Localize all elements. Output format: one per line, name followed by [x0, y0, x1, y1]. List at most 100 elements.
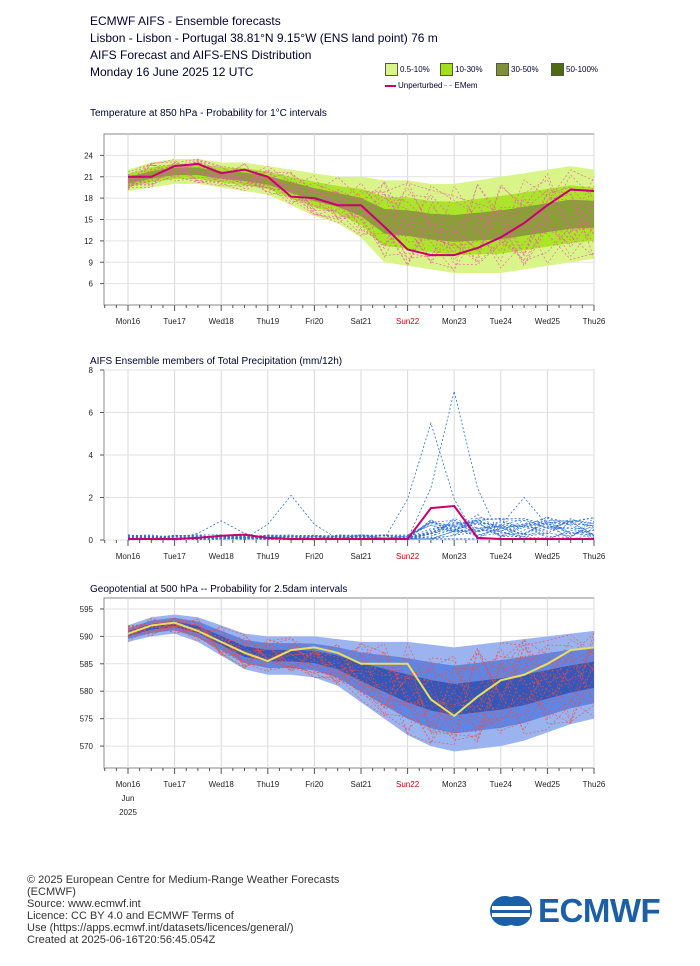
ensemble-member-line [127, 617, 595, 735]
x-tick-label: Mon16 [116, 552, 141, 561]
ensemble-member-line [127, 618, 595, 731]
header-line2: Lisbon - Lisbon - Portugal 38.81°N 9.15°… [90, 31, 438, 45]
ensemble-member-line [127, 160, 595, 265]
ensemble-member-line [127, 169, 595, 267]
header-line1: ECMWF AIFS - Ensemble forecasts [90, 14, 281, 28]
x-tick-label: Wed18 [209, 780, 235, 789]
legend-label: 10-30% [455, 65, 483, 74]
footer-created: Created at 2025-06-16T20:56:45.054Z [27, 934, 216, 946]
legend-item-1: 10-30% [440, 63, 483, 76]
legend-swatch [385, 63, 398, 76]
y-tick-label: 580 [80, 687, 94, 696]
footer-source: Source: www.ecmwf.int [27, 898, 141, 910]
header-line4: Monday 16 June 2025 12 UTC [90, 65, 254, 79]
legend-swatch [496, 63, 509, 76]
legend-swatch [551, 63, 564, 76]
ensemble-member-line [127, 159, 595, 259]
ensemble-member-line [127, 626, 595, 709]
precip-chart-title: AIFS Ensemble members of Total Precipita… [90, 356, 343, 367]
x-month-label: Jun [122, 794, 135, 803]
x-tick-label: Sun22 [396, 780, 420, 789]
legend-swatch [440, 63, 453, 76]
footer-copyright: © 2025 European Centre for Medium-Range … [27, 874, 340, 886]
y-tick-label: 12 [84, 237, 93, 246]
ensemble-member-line [127, 527, 595, 541]
y-tick-label: 15 [84, 216, 93, 225]
ensemble-member-line [127, 175, 595, 264]
x-tick-label: Wed25 [535, 552, 561, 561]
x-tick-label: Sat21 [351, 780, 372, 789]
y-tick-label: 8 [89, 366, 94, 375]
x-tick-label: Thu26 [583, 780, 606, 789]
legend-label: 0.5-10% [400, 65, 430, 74]
ensemble-member-line [127, 621, 595, 744]
ecmwf-logo: ECMWF [488, 892, 661, 930]
x-tick-label: Wed25 [535, 780, 561, 789]
ensemble-member-line [127, 520, 595, 541]
x-tick-label: Mon16 [116, 780, 141, 789]
ecmwf-logo-text: ECMWF [538, 892, 661, 929]
y-tick-label: 595 [80, 605, 94, 614]
footer-licence1: Licence: CC BY 4.0 and ECMWF Terms of [27, 910, 234, 922]
footer-org: (ECMWF) [27, 886, 76, 898]
x-tick-label: Thu26 [583, 552, 606, 561]
x-tick-label: Mon23 [442, 317, 467, 326]
y-tick-label: 24 [84, 151, 93, 160]
precipitation-chart: 0 2 4 6 8 Mon16 Tue17 Wed18 Thu19 Fri20 Sat21 Sun22… [89, 366, 606, 561]
x-tick-label: Wed25 [535, 317, 561, 326]
x-tick-label: Thu19 [256, 317, 279, 326]
y-tick-label: 0 [89, 536, 94, 545]
y-tick-label: 9 [89, 258, 94, 267]
legend-label: 30-50% [511, 65, 539, 74]
emem-line-swatch [444, 85, 453, 86]
footer-licence2: Use (https://apps.ecmwf.int/datasets/lic… [27, 922, 294, 934]
header-line3: AIFS Forecast and AIFS-ENS Distribution [90, 48, 312, 62]
x-tick-label: Fri20 [305, 317, 324, 326]
ensemble-member-line [127, 165, 595, 272]
x-tick-label: Mon16 [116, 317, 141, 326]
footer: © 2025 European Centre for Medium-Range … [27, 874, 339, 946]
ensemble-member-line [127, 618, 595, 732]
unperturbed-line [128, 162, 595, 257]
y-tick-label: 18 [84, 194, 93, 203]
legend-emem-label: EMem [454, 81, 478, 90]
geopotential-chart: 570 575 580 585 590 595 Mon16 Tue17 Wed18 Thu19 Fr… [80, 597, 606, 817]
x-tick-label: Tue17 [163, 317, 186, 326]
y-tick-label: 590 [80, 632, 94, 641]
unperturbed-line [128, 504, 594, 540]
ensemble-member-line [127, 624, 595, 741]
ensemble-member-line [127, 620, 595, 745]
y-tick-label: 585 [80, 660, 94, 669]
ensemble-member-line [127, 162, 595, 265]
unperturbed-line-swatch [385, 84, 396, 87]
x-tick-label: Fri20 [305, 780, 324, 789]
x-tick-label: Tue17 [163, 780, 186, 789]
geopot-chart-title: Geopotential at 500 hPa -- Probability f… [90, 584, 348, 595]
ensemble-member-line [127, 159, 595, 256]
y-tick-label: 21 [84, 173, 93, 182]
x-tick-label: Wed18 [209, 552, 235, 561]
ensemble-member-line [127, 521, 595, 541]
x-tick-label: Tue17 [163, 552, 186, 561]
unperturbed-line [127, 621, 595, 718]
ensemble-member-line [127, 158, 595, 259]
x-tick-label: Thu19 [256, 552, 279, 561]
ensemble-member-line [127, 160, 595, 261]
x-tick-label: Thu19 [256, 780, 279, 789]
legend-label: 50-100% [566, 65, 599, 74]
prob-band-high [128, 621, 594, 716]
y-tick-label: 4 [89, 451, 94, 460]
ensemble-member-line [127, 161, 595, 270]
x-tick-label: Sat21 [351, 317, 372, 326]
ensemble-member-line [127, 625, 595, 724]
ecmwf-logo-icon [490, 896, 532, 926]
x-tick-label: Mon23 [442, 552, 467, 561]
x-tick-label: Tue24 [490, 317, 513, 326]
legend-item-3: 50-100% [551, 63, 598, 76]
y-tick-label: 6 [89, 409, 94, 418]
temp-chart-title: Temperature at 850 hPa - Probability for… [90, 108, 327, 119]
y-tick-label: 2 [89, 494, 94, 503]
legend-item-2: 30-50% [496, 63, 539, 76]
x-tick-label: Tue24 [490, 552, 513, 561]
y-tick-label: 6 [89, 280, 94, 289]
